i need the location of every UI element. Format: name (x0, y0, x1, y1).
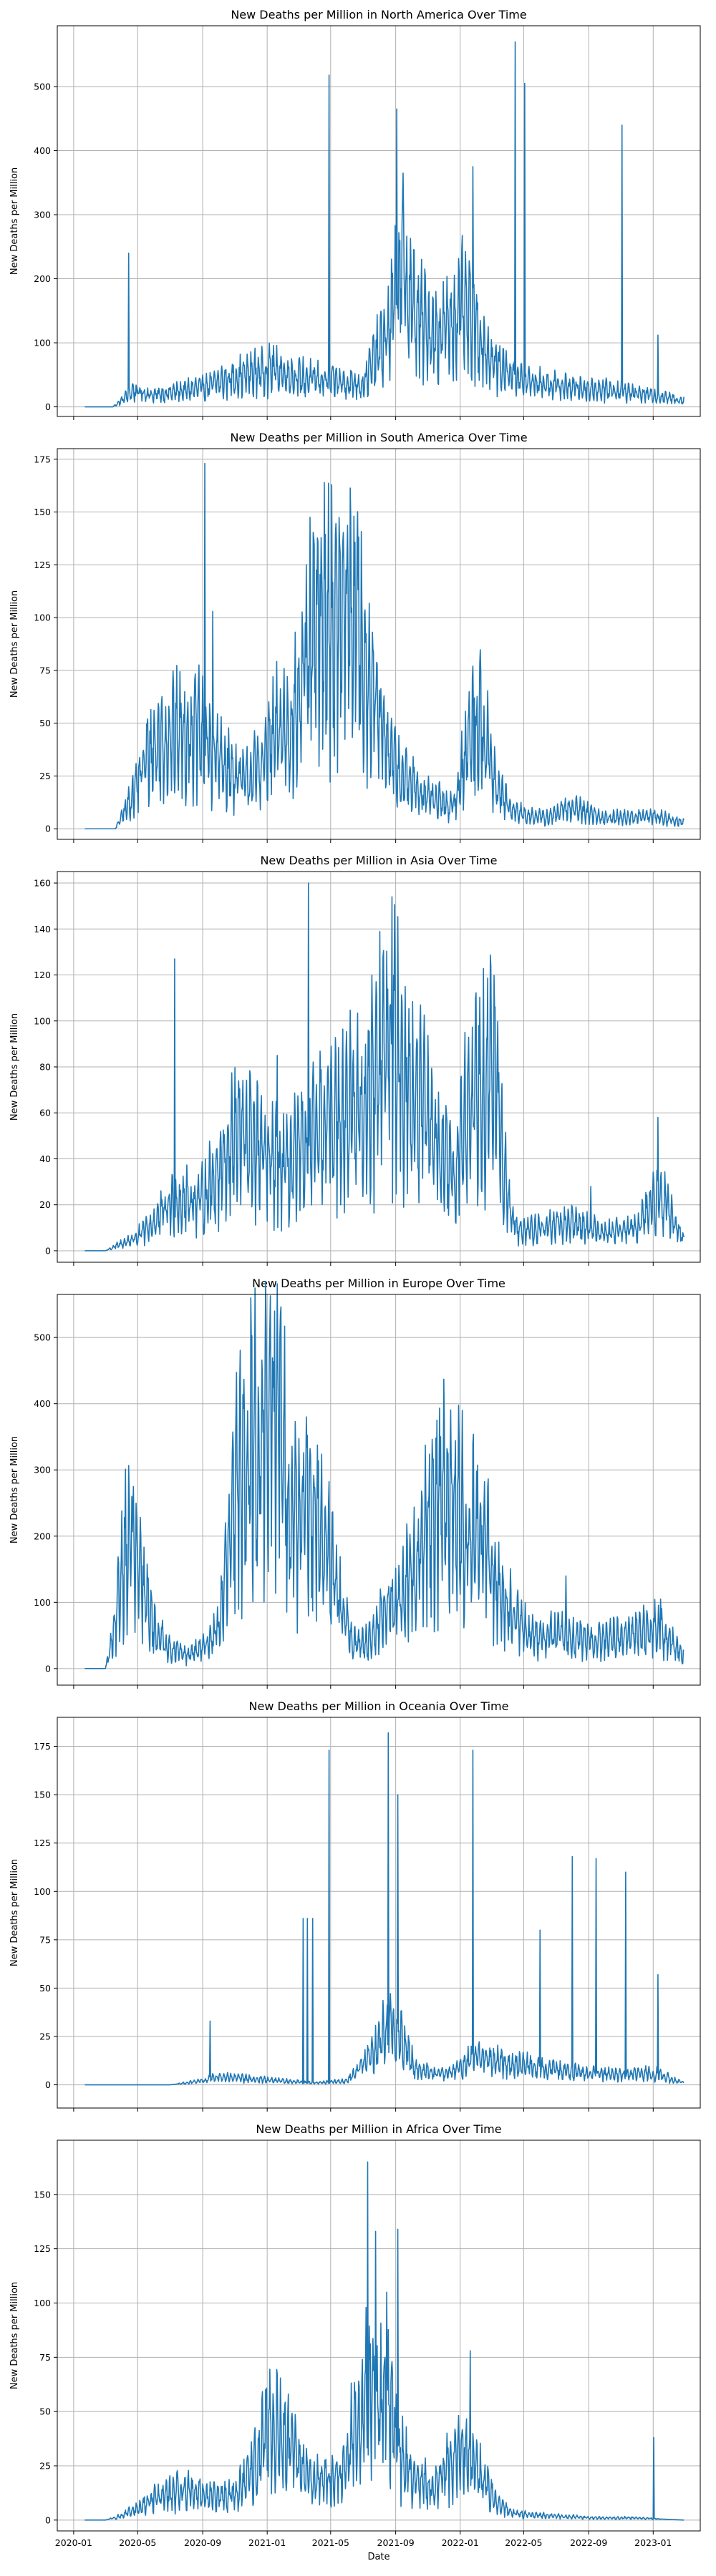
series-line-oceania (84, 1732, 684, 2086)
chart-title: New Deaths per Million in Africa Over Ti… (256, 2122, 501, 2136)
series-line-europe (84, 1280, 684, 1669)
y-tick-label: 100 (34, 613, 51, 623)
x-tick-label: 2020-09 (184, 2537, 221, 2548)
y-tick-label: 400 (34, 145, 51, 156)
y-tick-label: 80 (39, 1062, 51, 1073)
x-tick-label: 2021-05 (312, 2537, 349, 2548)
y-tick-label: 0 (45, 1663, 51, 1674)
y-tick-label: 50 (39, 718, 51, 728)
chart-title: New Deaths per Million in Asia Over Time (260, 854, 497, 867)
chart-title: New Deaths per Million in Oceania Over T… (249, 1699, 509, 1713)
series-line-africa (84, 2161, 684, 2521)
y-axis-label: New Deaths per Million (9, 2282, 20, 2389)
y-tick-label: 175 (34, 1741, 51, 1752)
chart-panel-north-america: New Deaths per Million in North America … (9, 8, 701, 420)
axes-frame (57, 25, 701, 417)
y-tick-label: 125 (34, 2243, 51, 2254)
y-tick-label: 300 (34, 1465, 51, 1475)
y-tick-label: 0 (45, 2079, 51, 2090)
y-tick-label: 200 (34, 273, 51, 284)
y-tick-label: 175 (34, 454, 51, 464)
y-tick-label: 50 (39, 1983, 51, 1994)
y-tick-label: 500 (34, 82, 51, 92)
series-line-asia (84, 882, 684, 1252)
y-tick-label: 300 (34, 210, 51, 220)
y-tick-label: 100 (34, 1886, 51, 1897)
x-tick-label: 2022-05 (505, 2537, 542, 2548)
axes-frame (57, 1294, 701, 1686)
axes-frame (57, 871, 701, 1263)
y-tick-label: 400 (34, 1398, 51, 1409)
chart-panel-europe: New Deaths per Million in Europe Over Ti… (9, 1277, 701, 1689)
y-tick-label: 500 (34, 1332, 51, 1343)
axes-frame (57, 448, 701, 840)
chart-panel-asia: New Deaths per Million in Asia Over Time… (9, 854, 701, 1266)
y-tick-label: 75 (39, 1934, 51, 1945)
y-axis-label: New Deaths per Million (9, 167, 20, 275)
chart-title: New Deaths per Million in Europe Over Ti… (252, 1277, 505, 1290)
y-tick-label: 100 (34, 2298, 51, 2308)
x-tick-label: 2023-01 (634, 2537, 672, 2548)
y-tick-label: 160 (34, 878, 51, 889)
y-axis-label: New Deaths per Million (9, 1859, 20, 1966)
y-tick-label: 40 (39, 1153, 51, 1164)
axes-frame (57, 1717, 701, 2109)
axes-frame (57, 2140, 701, 2532)
y-tick-label: 200 (34, 1531, 51, 1541)
x-tick-label: 2022-09 (570, 2537, 607, 2548)
chart-panel-oceania: New Deaths per Million in Oceania Over T… (9, 1699, 701, 2112)
y-tick-label: 0 (45, 401, 51, 412)
x-tick-label: 2022-01 (442, 2537, 479, 2548)
chart-panel-south-america: New Deaths per Million in South America … (9, 431, 701, 843)
x-axis-label: Date (367, 2552, 390, 2562)
series-line-south-america (84, 462, 684, 830)
y-tick-label: 75 (39, 2352, 51, 2363)
y-axis-label: New Deaths per Million (9, 1013, 20, 1121)
y-tick-label: 50 (39, 2406, 51, 2417)
x-tick-label: 2021-01 (248, 2537, 286, 2548)
y-tick-label: 25 (39, 2461, 51, 2472)
x-tick-label: 2021-09 (377, 2537, 415, 2548)
y-tick-label: 25 (39, 771, 51, 781)
y-tick-label: 100 (34, 1597, 51, 1608)
y-tick-label: 0 (45, 2514, 51, 2525)
series-line-north-america (84, 41, 684, 408)
y-tick-label: 150 (34, 507, 51, 517)
y-tick-label: 125 (34, 1838, 51, 1848)
y-tick-label: 125 (34, 560, 51, 570)
y-tick-label: 60 (39, 1108, 51, 1118)
chart-title: New Deaths per Million in South America … (230, 431, 527, 444)
y-tick-label: 150 (34, 1790, 51, 1800)
y-tick-label: 0 (45, 824, 51, 834)
y-tick-label: 100 (34, 338, 51, 348)
x-tick-label: 2020-05 (119, 2537, 156, 2548)
y-tick-label: 100 (34, 1015, 51, 1026)
y-tick-label: 140 (34, 924, 51, 935)
y-axis-label: New Deaths per Million (9, 590, 20, 698)
x-tick-label: 2020-01 (55, 2537, 92, 2548)
chart-panel-africa: New Deaths per Million in Africa Over Ti… (9, 2122, 701, 2562)
y-tick-label: 20 (39, 1199, 51, 1210)
y-tick-label: 0 (45, 1245, 51, 1256)
y-tick-label: 120 (34, 970, 51, 980)
y-axis-label: New Deaths per Million (9, 1436, 20, 1543)
y-tick-label: 75 (39, 665, 51, 675)
y-tick-label: 150 (34, 2189, 51, 2200)
chart-title: New Deaths per Million in North America … (231, 8, 526, 21)
y-tick-label: 25 (39, 2031, 51, 2041)
